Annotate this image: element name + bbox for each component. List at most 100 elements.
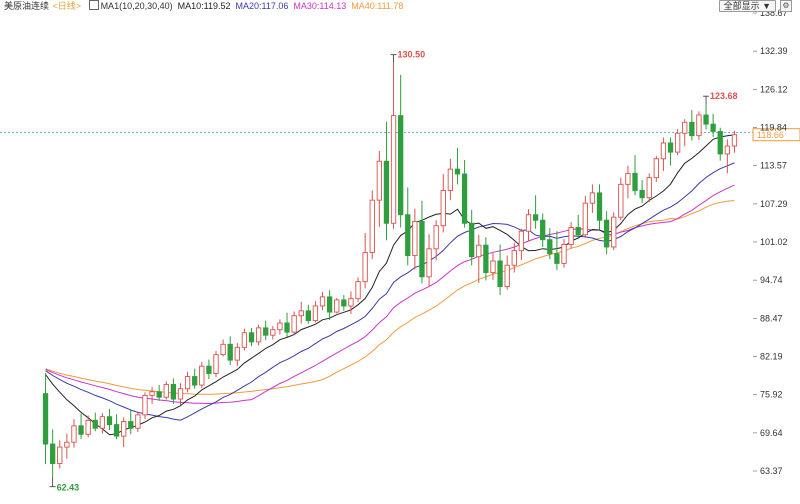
candle-up — [568, 227, 574, 246]
candle-up — [241, 332, 248, 348]
candle-up — [312, 305, 319, 322]
y-tick-label: 132.39 — [760, 46, 788, 56]
candle-up — [525, 214, 532, 232]
candle-down — [454, 168, 461, 175]
settings-icon[interactable]: ⚙ — [780, 0, 792, 12]
candle-down — [192, 376, 198, 386]
candle-up — [433, 225, 439, 250]
candle-up — [99, 416, 106, 429]
candle-down — [284, 322, 290, 333]
candle-up — [57, 446, 63, 464]
current-price-tag — [752, 128, 800, 142]
candle-down — [575, 227, 581, 236]
candle-up — [660, 142, 667, 160]
candle-down — [483, 244, 489, 273]
candle-up — [220, 343, 226, 356]
y-tick-label: 113.57 — [760, 161, 787, 171]
candle-up — [412, 220, 418, 256]
candle-down — [497, 260, 503, 287]
candle-up — [589, 192, 596, 204]
ma-legend-item: MA40:111.78 — [351, 1, 404, 11]
candle-up — [731, 134, 738, 147]
candle-up — [440, 189, 446, 227]
candle-down — [689, 121, 695, 137]
candle-down — [469, 222, 475, 258]
candle-down — [326, 296, 333, 313]
annotation-label: 62.43 — [57, 483, 80, 493]
candle-up — [682, 121, 688, 134]
y-tick-label: 88.47 — [760, 313, 783, 323]
candle-down — [632, 172, 638, 191]
candle-down — [50, 443, 56, 464]
candle-down — [206, 365, 212, 374]
candle-down — [170, 383, 177, 400]
indicator-settings-icon[interactable] — [88, 0, 99, 10]
candle-down — [667, 142, 674, 153]
candle-up — [518, 230, 525, 252]
ma10-line — [45, 134, 735, 436]
candle-up — [376, 160, 382, 201]
candle-down — [547, 239, 553, 255]
candle-up — [184, 376, 191, 390]
instrument-title: 美原油连续 — [4, 1, 50, 11]
chart-legend: 美原油连续 <日线> MA1(10,20,30,40) MA10:119.52 MA… — [4, 0, 413, 13]
candle-down — [383, 160, 390, 224]
candle-up — [177, 388, 184, 400]
candle-down — [305, 310, 311, 322]
ma-legend-item: MA30:114.13 — [293, 1, 347, 11]
annotation-label: 123.68 — [710, 91, 738, 101]
y-tick-label: 75.92 — [760, 390, 783, 400]
candle-up — [199, 365, 205, 386]
candle-up — [277, 322, 283, 331]
candle-down — [78, 425, 84, 435]
annotation-layer: 130.50 123.68 62.43 — [49, 50, 738, 493]
candle-up — [334, 299, 340, 313]
candle-up — [355, 281, 361, 300]
candle-up — [504, 264, 510, 287]
candle-down — [710, 123, 716, 132]
candle-layer — [42, 62, 738, 477]
candle-down — [113, 424, 120, 437]
candle-up — [85, 419, 91, 435]
candle-up — [426, 248, 432, 278]
candle-down — [603, 219, 610, 248]
candle-up — [255, 327, 262, 343]
ma-legend-item: MA10:119.52 — [177, 1, 231, 11]
ma-legend: MA1(10,20,30,40) MA10:119.52 MA20:117.06 MA… — [88, 0, 409, 13]
candle-down — [42, 393, 49, 445]
y-tick-label: 82.19 — [760, 352, 783, 362]
chart-toolbar: 全部显示 ▼ ⚙ — [718, 0, 792, 12]
y-tick-label: 119.84 — [760, 123, 787, 133]
y-tick-label: 69.64 — [760, 428, 783, 438]
candle-up — [674, 132, 681, 153]
candle-down — [639, 189, 645, 199]
candle-down — [703, 114, 709, 125]
candle-down — [532, 214, 539, 221]
candle-up — [64, 441, 70, 448]
candle-down — [227, 343, 233, 361]
candle-down — [461, 173, 468, 224]
candle-up — [653, 158, 659, 179]
candle-down — [92, 419, 98, 429]
candle-up — [390, 115, 397, 224]
candle-up — [362, 252, 368, 283]
candle-up — [618, 183, 624, 218]
display-options-dropdown[interactable]: 全部显示 ▼ — [718, 0, 776, 12]
candle-down — [405, 214, 411, 256]
candle-down — [596, 192, 603, 221]
candle-up — [121, 421, 127, 437]
candle-down — [554, 253, 560, 264]
ma20-line — [45, 162, 735, 421]
candle-down — [717, 130, 723, 155]
candle-up — [476, 244, 482, 258]
candle-up — [724, 145, 730, 155]
candle-up — [163, 383, 169, 398]
candle-up — [135, 414, 141, 429]
candle-up — [149, 391, 155, 396]
y-tick-label: 63.37 — [760, 466, 783, 476]
moving-average-layer — [45, 134, 735, 436]
candle-up — [142, 394, 148, 416]
candle-down — [263, 327, 269, 336]
period-label[interactable]: <日线> — [52, 1, 82, 11]
